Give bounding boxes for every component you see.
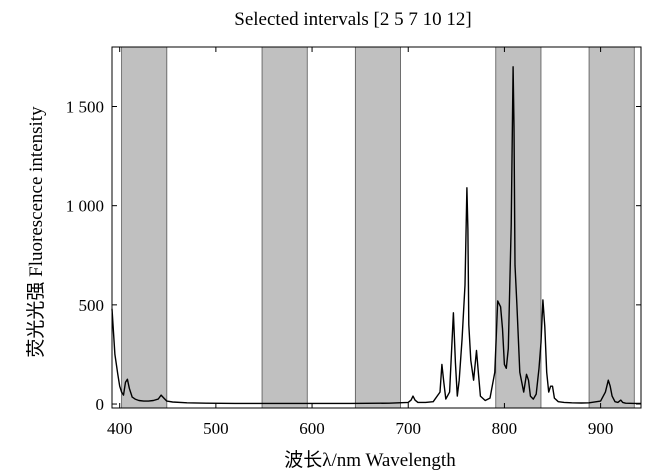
y-tick-label: 0	[96, 395, 105, 414]
selected-interval-band-3	[354, 46, 401, 409]
selected-interval-band-5	[588, 46, 635, 409]
selected-interval-band-1	[121, 46, 168, 409]
x-axis-label: 波长λ/nm Wavelength	[284, 449, 456, 471]
highlight-bands	[121, 46, 635, 409]
plot-frame	[111, 46, 642, 409]
y-axis-ticks: 0 500 1 000 1 500	[66, 98, 641, 414]
x-tick-label: 400	[107, 419, 133, 438]
selected-interval-band-2	[261, 46, 308, 409]
x-tick-label: 700	[395, 419, 421, 438]
y-tick-label: 500	[79, 296, 105, 315]
y-tick-label: 1 500	[66, 98, 104, 117]
spectrum-line	[111, 66, 641, 405]
x-tick-label: 800	[492, 419, 518, 438]
x-axis-ticks: 400 500 600 700 800 900	[107, 47, 613, 438]
x-tick-label: 900	[588, 419, 614, 438]
x-tick-label: 500	[203, 419, 229, 438]
x-tick-label: 600	[299, 419, 325, 438]
y-axis-label: 荧光光强 Fluorescence intensity	[25, 106, 47, 358]
chart-title: Selected intervals [2 5 7 10 12]	[234, 9, 471, 30]
y-tick-label: 1 000	[66, 197, 104, 216]
